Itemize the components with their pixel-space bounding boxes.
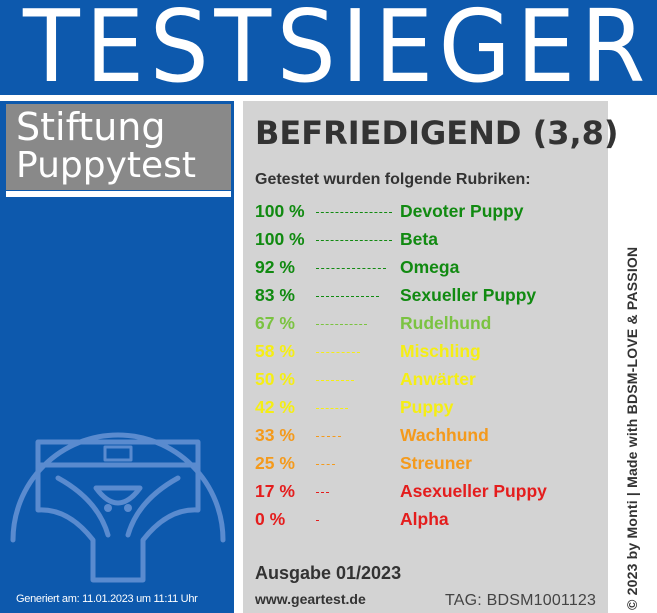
rubric-score-bar: [316, 352, 361, 353]
rubrics-subtitle: Getestet wurden folgende Rubriken:: [255, 171, 531, 188]
rubric-percent: 33 %: [255, 425, 295, 445]
result-panel: [243, 101, 608, 613]
rubric-percent: 58 %: [255, 341, 295, 361]
rubric-category: Mischling: [400, 341, 481, 361]
rubric-score-bar: [316, 212, 392, 213]
rubric-percent: 25 %: [255, 453, 295, 473]
rating-title: BEFRIEDIGEND (3,8): [255, 114, 619, 152]
rubric-score-bar: [316, 436, 342, 437]
issue-label: Ausgabe 01/2023: [255, 563, 402, 583]
rubric-category: Sexueller Puppy: [400, 285, 537, 305]
banner-title: TESTSIEGER: [22, 0, 651, 95]
rubric-score-bar: [316, 240, 392, 241]
rubric-percent: 100 %: [255, 229, 305, 249]
jockstrap-seal-icon: [10, 432, 226, 583]
rubric-percent: 92 %: [255, 257, 295, 277]
rubric-score-bar: [316, 408, 348, 409]
rubric-percent: 67 %: [255, 313, 295, 333]
rubric-score-bar: [316, 492, 329, 493]
rubric-category: Wachhund: [400, 425, 489, 445]
rubric-percent: 100 %: [255, 201, 305, 221]
rubric-category: Puppy: [400, 397, 454, 417]
rubric-score-bar: [316, 380, 354, 381]
rubric-category: Devoter Puppy: [400, 201, 524, 221]
side-strip: [608, 101, 657, 613]
brand-underline: [6, 191, 231, 197]
website-label: www.geartest.de: [255, 591, 366, 607]
rubric-score-bar: [316, 464, 335, 465]
rubric-score-bar: [316, 520, 319, 521]
rubric-category: Anwärter: [400, 369, 476, 389]
rubric-percent: 42 %: [255, 397, 295, 417]
rubric-percent: 17 %: [255, 481, 295, 501]
brand-name-line2: Puppytest: [16, 145, 197, 186]
rubric-category: Alpha: [400, 509, 449, 529]
rubric-category: Asexueller Puppy: [400, 481, 547, 501]
rubric-score-bar: [316, 324, 367, 325]
rubric-score-bar: [316, 268, 386, 269]
rubric-percent: 50 %: [255, 369, 295, 389]
copyright-vertical: © 2023 by Monti | Made with BDSM-LOVE & …: [624, 246, 640, 610]
rubric-percent: 83 %: [255, 285, 295, 305]
tag-label: TAG: BDSM1001123: [445, 592, 597, 609]
rubric-category: Beta: [400, 229, 438, 249]
testsieger-banner: TESTSIEGER: [0, 0, 657, 95]
rubric-category: Omega: [400, 257, 460, 277]
brand-name-line1: Stiftung: [16, 105, 166, 149]
brand-box: [6, 104, 231, 190]
rubric-category: Rudelhund: [400, 313, 492, 333]
rubric-category: Streuner: [400, 453, 472, 473]
banner-divider: [0, 95, 657, 101]
rubric-percent: 0 %: [255, 509, 286, 529]
generated-timestamp: Generiert am: 11.01.2023 um 11:11 Uhr: [16, 593, 198, 605]
rubric-score-bar: [316, 296, 380, 297]
